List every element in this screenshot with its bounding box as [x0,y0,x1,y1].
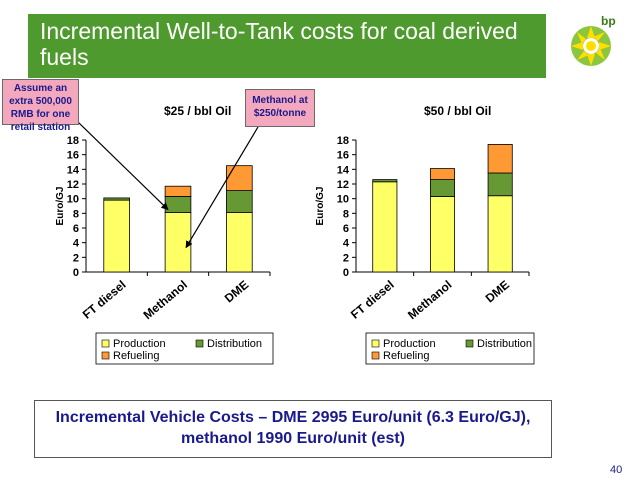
legend-swatch-refueling [371,351,380,360]
x-tick-label: DME [222,278,251,306]
legend-swatch-distribution [195,339,204,348]
y-tick-label: 4 [73,238,80,250]
y-tick-label: 18 [337,135,349,147]
y-tick-label: 12 [67,179,79,191]
y-tick-label: 14 [337,164,350,176]
x-tick-label: FT diesel [80,278,129,322]
y-tick-label: 16 [337,150,349,162]
y-tick-label: 2 [73,252,79,264]
bar-distribution-dme [226,190,253,214]
title-band [28,14,546,78]
y-tick-label: 12 [337,179,349,191]
bar-production-dme [226,212,253,273]
chart-50-oil: $50 / bbl Oil Euro/GJ 0 2 4 6 8 10 12 14 16 18 FT di… [315,104,535,365]
legend-label-production: Production [383,338,436,350]
callout-arrows [77,121,259,249]
bar-distribution-ft-diesel [372,179,398,183]
y-axis-label: Euro/GJ [55,187,66,226]
bar-distribution-methanol [164,196,192,213]
bar-distribution-ft-diesel [103,197,130,201]
y-tick-label: 2 [343,252,349,264]
vehicle-costs-box: Incremental Vehicle Costs – DME 2995 Eur… [34,400,552,458]
bar-production-methanol [429,196,456,273]
bar-production-dme [487,195,513,273]
bar-refueling-methanol [164,185,192,197]
y-tick-label: 6 [343,223,349,235]
bar-production-methanol [164,212,192,273]
chart-legend: Production Distribution Refueling [365,332,535,365]
legend-label-refueling: Refueling [113,350,159,362]
bp-wordmark: bp [601,14,616,28]
y-tick-label: 14 [67,164,80,176]
bar-production-ft-diesel [103,199,130,273]
callout-methanol-price: Methanol at $250/tonne [245,89,315,127]
chart-legend: Production Distribution Refueling [95,332,274,365]
y-tick-label: 18 [67,135,79,147]
bar-refueling-dme [226,165,253,192]
y-tick-label: 6 [73,223,79,235]
legend-swatch-production [371,339,380,348]
x-tick-label: DME [483,278,512,306]
y-tick-label: 10 [337,194,349,206]
x-tick-label: FT diesel [348,278,397,322]
legend-swatch-production [101,339,110,348]
arrow-methanol-price [185,126,259,249]
bar-refueling-methanol [429,168,456,181]
bar-distribution-dme [487,172,513,197]
arrow-retail-station [77,121,169,211]
y-tick-label: 16 [67,150,79,162]
callout-retail-station: Assume an extra 500,000 RMB for one reta… [2,79,79,133]
y-tick-label: 10 [67,194,79,206]
vehicle-costs-text: Incremental Vehicle Costs – DME 2995 Eur… [55,409,531,447]
y-axis-label: Euro/GJ [315,187,326,226]
y-tick-label: 0 [343,267,349,279]
bar-refueling-dme [487,143,513,174]
bar-distribution-methanol [429,179,456,197]
y-tick-label: 4 [343,238,350,250]
x-tick-label: Methanol [405,278,454,323]
legend-box [95,332,274,365]
legend-swatch-refueling [101,351,110,360]
bar-production-ft-diesel [372,181,398,273]
legend-swatch-distribution [465,339,474,348]
legend-label-distribution: Distribution [207,338,262,350]
bp-logo: bp [571,14,616,66]
x-tick-label: Methanol [141,278,190,323]
legend-label-production: Production [113,338,166,350]
legend-label-refueling: Refueling [383,350,429,362]
legend-label-distribution: Distribution [477,338,532,350]
chart-title: $50 / bbl Oil [424,104,491,118]
page-number: 40 [610,464,623,476]
y-tick-label: 8 [73,208,79,220]
y-tick-label: 8 [343,208,349,220]
chart-title: $25 / bbl Oil [164,104,231,118]
legend-box [365,332,535,365]
chart-25-oil: $25 / bbl Oil Euro/GJ 0 2 4 6 8 10 12 14 16 18 FT di… [55,104,274,365]
page-title: Incremental Well-to-Tank costs for coal … [40,18,518,70]
y-tick-label: 0 [73,267,79,279]
